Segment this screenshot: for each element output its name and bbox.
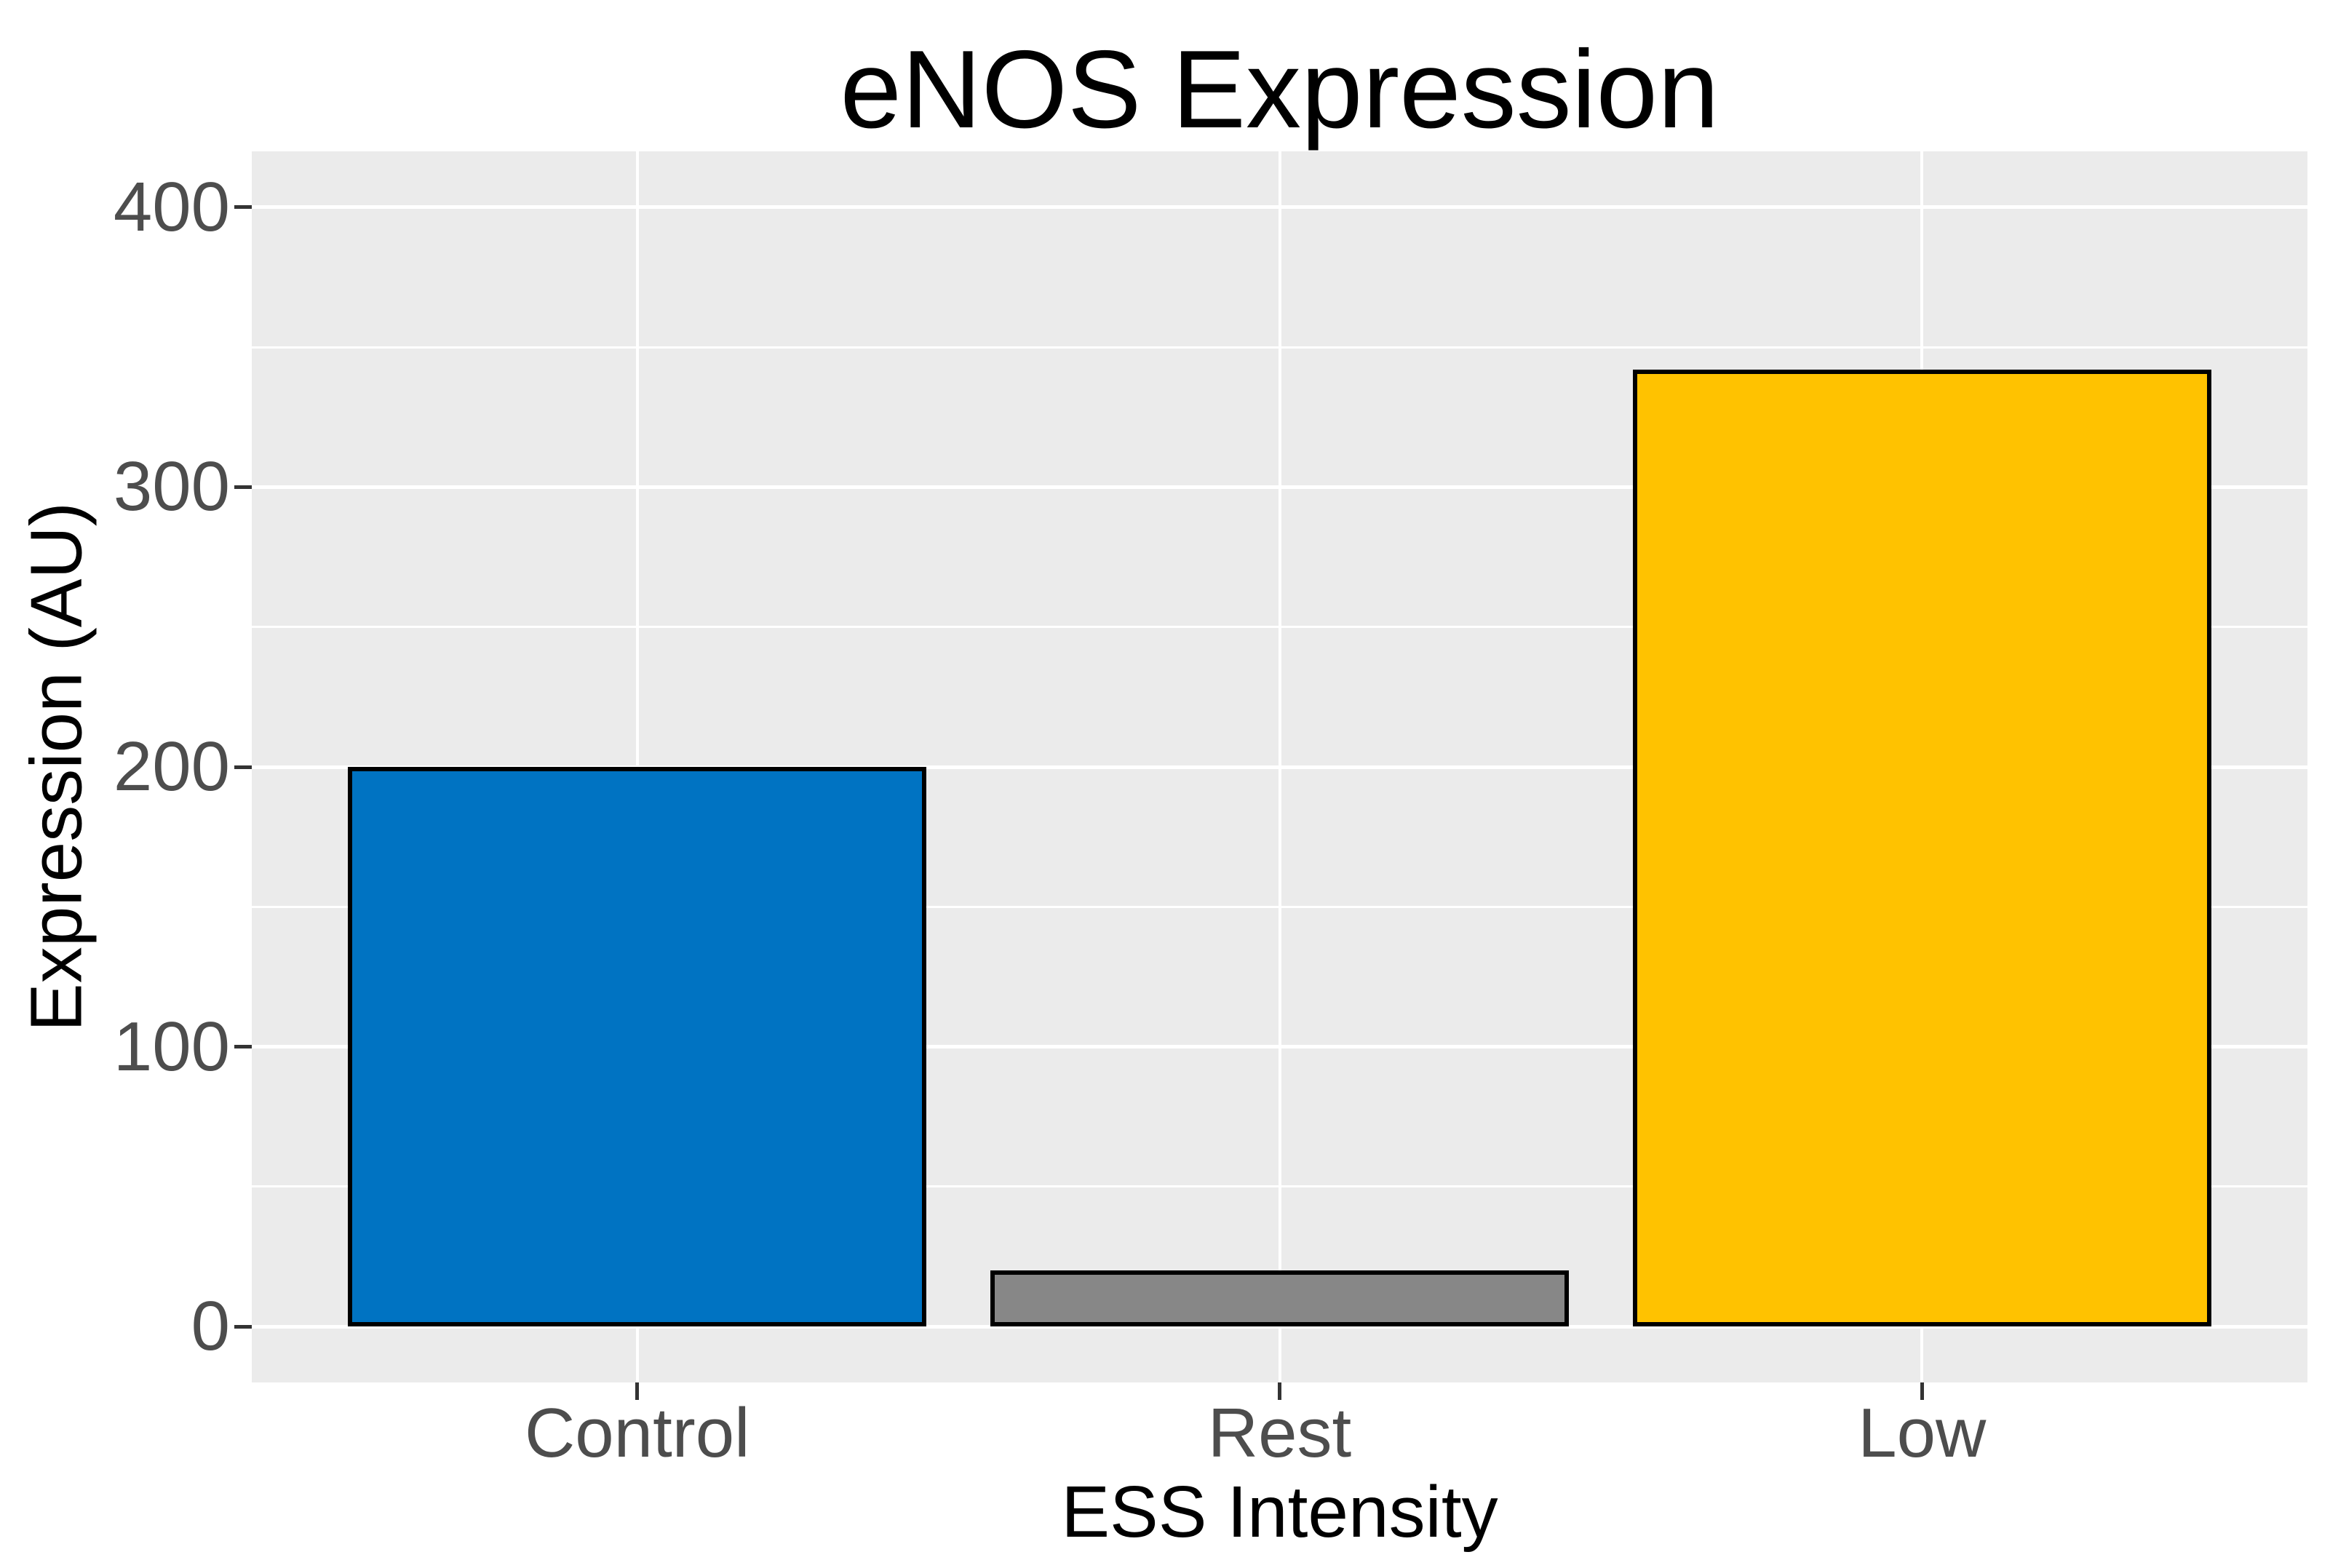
y-tick-label: 300 [113,447,230,526]
y-tick-mark [234,205,252,210]
y-tick-mark [234,1324,252,1329]
y-tick-label: 100 [113,1007,230,1086]
gridline-y-minor [252,626,2307,629]
x-tick-mark [1920,1382,1924,1400]
gridline-y-minor [252,346,2307,349]
plot-panel [252,151,2307,1382]
x-tick-label: Rest [1207,1394,1352,1472]
x-tick-mark [635,1382,640,1400]
gridline-y-major [252,1324,2307,1329]
gridline-y-major [252,205,2307,210]
gridline-y-minor [252,905,2307,908]
y-tick-mark [234,765,252,769]
chart-title: eNOS Expression [840,28,1719,151]
x-axis-title: ESS Intensity [1061,1471,1498,1553]
gridline-y-major [252,765,2307,769]
bar-control [348,767,926,1327]
gridline-y-major [252,1045,2307,1049]
y-tick-label: 0 [191,1287,230,1366]
y-tick-mark [234,485,252,489]
gridline-y-major [252,485,2307,489]
y-tick-label: 400 [113,167,230,246]
gridline-y-minor [252,1185,2307,1188]
bar-low [1633,369,2211,1327]
x-tick-mark [1278,1382,1281,1400]
bar-rest [990,1270,1569,1327]
y-tick-mark [234,1045,252,1049]
x-tick-label: Low [1858,1394,1987,1472]
y-tick-label: 200 [113,728,230,805]
x-tick-label: Control [524,1394,750,1472]
